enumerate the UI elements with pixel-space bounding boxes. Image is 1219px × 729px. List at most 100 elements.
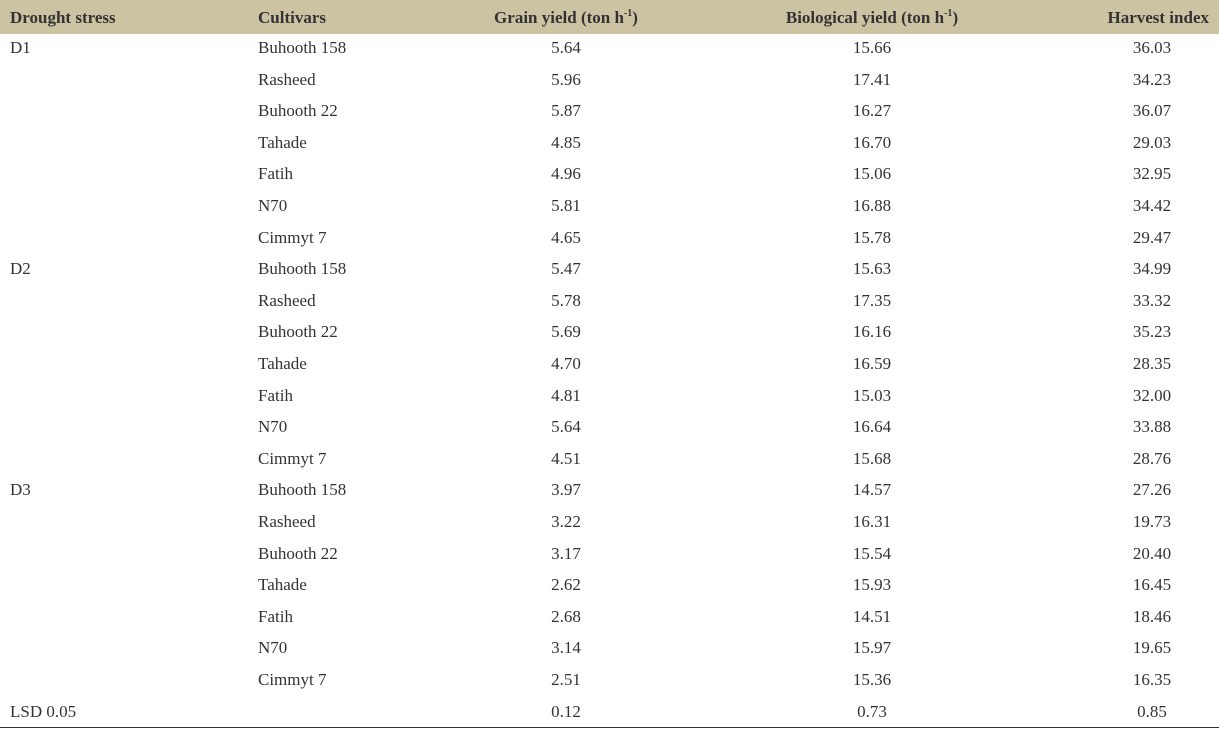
cultivar: Fatih <box>258 385 293 405</box>
cultivar: Buhooth 22 <box>258 322 338 342</box>
text-part: Cultivars <box>258 8 326 27</box>
value-cell: 32.95 <box>1132 164 1172 184</box>
value-cell: 5.96 <box>551 69 581 89</box>
cultivar: Buhooth 158 <box>258 259 347 279</box>
value-cell: 34.99 <box>1132 259 1172 279</box>
value-cell: 15.54 <box>852 543 892 563</box>
value-cell: 14.51 <box>852 606 892 626</box>
value-cell: 3.97 <box>551 480 581 500</box>
value-cell: 16.45 <box>1132 575 1172 595</box>
cultivar: Cimmyt 7 <box>258 227 327 247</box>
header-row <box>0 0 1219 34</box>
value-cell: 5.69 <box>551 322 581 342</box>
value-cell: 29.03 <box>1132 132 1172 152</box>
value-cell: 5.64 <box>551 38 581 57</box>
value-cell: 5.47 <box>551 259 581 279</box>
cultivar: N70 <box>258 196 288 215</box>
cultivar: Buhooth 158 <box>258 38 347 57</box>
value-cell: 16.59 <box>852 354 892 373</box>
value-cell: 15.36 <box>852 670 892 689</box>
lsd-label: LSD 0.05 <box>10 701 77 721</box>
cultivar: Rasheed <box>258 290 316 310</box>
cultivar: Buhooth 22 <box>258 101 338 121</box>
value-cell: 4.70 <box>551 354 581 373</box>
header-cell: Drought stress <box>10 8 116 28</box>
cultivar: Fatih <box>258 606 293 626</box>
value-cell: 17.35 <box>852 290 892 310</box>
value-cell: 5.81 <box>551 196 581 215</box>
cultivar: Tahade <box>258 132 307 152</box>
value-cell: 4.65 <box>551 227 581 247</box>
value-cell: 36.07 <box>1132 101 1172 121</box>
cultivar: Buhooth 158 <box>258 480 347 500</box>
value-cell: 20.40 <box>1132 543 1172 563</box>
value-cell: 28.35 <box>1132 354 1172 373</box>
value-cell: 3.17 <box>551 543 581 563</box>
value-cell: 15.97 <box>852 638 892 658</box>
value-cell: 16.70 <box>852 132 892 152</box>
value-cell: 5.78 <box>551 290 581 310</box>
value-cell: 15.06 <box>852 164 892 184</box>
value-cell: 15.93 <box>852 575 892 595</box>
text-part: Drought stress <box>10 8 116 27</box>
cultivar: N70 <box>258 417 288 437</box>
stress-label: D3 <box>10 480 31 500</box>
value-cell: 36.03 <box>1132 38 1172 57</box>
value-cell: 16.27 <box>852 101 892 121</box>
text-part: ) <box>952 8 959 27</box>
header-cell: Grain yield (ton h-1) <box>466 8 666 28</box>
cultivar: Buhooth 22 <box>258 543 338 563</box>
value-cell: 2.62 <box>551 575 581 595</box>
cultivar: Rasheed <box>258 512 316 531</box>
cultivar: Fatih <box>258 164 293 184</box>
cultivar: Tahade <box>258 575 307 595</box>
value-cell: 16.35 <box>1132 670 1172 689</box>
value-cell: 32.00 <box>1132 385 1172 405</box>
cultivar: Cimmyt 7 <box>258 448 327 468</box>
value-cell: 15.78 <box>852 227 892 247</box>
text-part: Harvest index <box>1107 8 1209 27</box>
value-cell: 15.68 <box>852 448 892 468</box>
value-cell: 19.73 <box>1132 512 1172 531</box>
value-cell: 29.47 <box>1132 227 1172 247</box>
bottom-rule <box>0 727 1219 728</box>
cultivar: Tahade <box>258 354 307 373</box>
value-cell: 34.42 <box>1132 196 1172 215</box>
value-cell: 16.31 <box>852 512 892 531</box>
value-cell: 4.51 <box>551 448 581 468</box>
value-cell: 4.85 <box>551 132 581 152</box>
value-cell: 19.65 <box>1132 638 1172 658</box>
value-cell: 17.41 <box>852 69 892 89</box>
value-cell: 3.22 <box>551 512 581 531</box>
value-cell: 28.76 <box>1132 448 1172 468</box>
stress-label: D2 <box>10 259 31 279</box>
value-cell: 16.16 <box>852 322 892 342</box>
value-cell: 5.64 <box>551 417 581 437</box>
value-cell: 27.26 <box>1132 480 1172 500</box>
value-cell: 16.64 <box>852 417 892 437</box>
text-part: -1 <box>944 8 953 19</box>
value-cell: 15.66 <box>852 38 892 57</box>
value-cell: 3.14 <box>551 638 581 658</box>
header-cell: Biological yield (ton h-1) <box>772 8 972 28</box>
value-cell: 5.87 <box>551 101 581 121</box>
text-part: Grain yield (ton h <box>494 8 624 27</box>
value-cell: 2.68 <box>551 606 581 626</box>
cultivar: N70 <box>258 638 288 658</box>
cultivar: Cimmyt 7 <box>258 670 327 689</box>
value-cell: 33.32 <box>1132 290 1172 310</box>
value-cell: 33.88 <box>1132 417 1172 437</box>
value-cell: 4.96 <box>551 164 581 184</box>
value-cell: 15.03 <box>852 385 892 405</box>
value-cell: 35.23 <box>1132 322 1172 342</box>
cultivar: Rasheed <box>258 69 316 89</box>
value-cell: 18.46 <box>1132 606 1172 626</box>
value-cell: 2.51 <box>551 670 581 689</box>
value-cell: 14.57 <box>852 480 892 500</box>
text-part: ) <box>632 8 638 27</box>
header-cell: Cultivars <box>258 8 326 28</box>
value-cell: 4.81 <box>551 385 581 405</box>
value-cell: 16.88 <box>852 196 892 215</box>
value-cell: 34.23 <box>1132 69 1172 89</box>
lsd-value: 0.12 <box>551 701 581 721</box>
